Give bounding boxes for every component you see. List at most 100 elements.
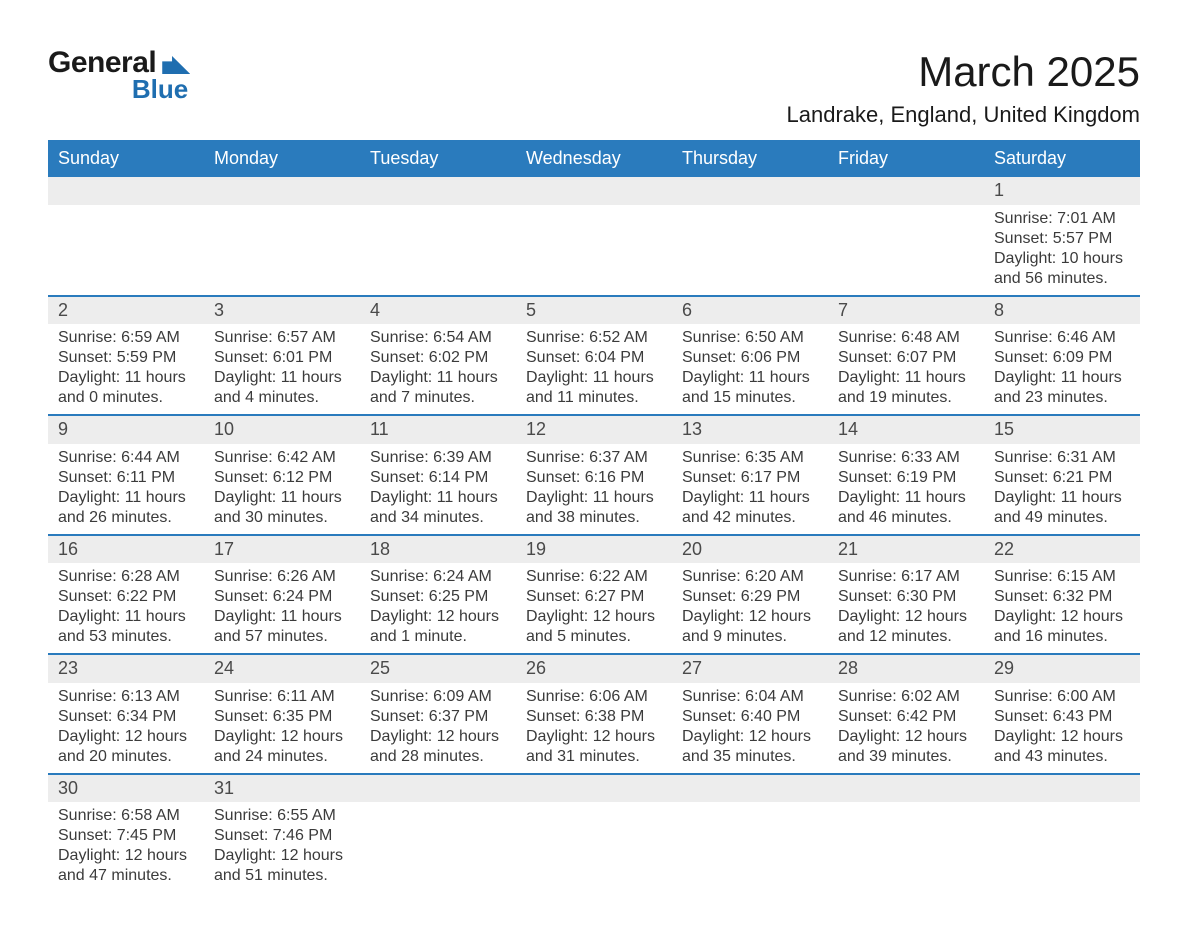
calendar-cell: 1Sunrise: 7:01 AMSunset: 5:57 PMDaylight… <box>984 176 1140 296</box>
calendar-row: 2Sunrise: 6:59 AMSunset: 5:59 PMDaylight… <box>48 296 1140 416</box>
day-body <box>672 205 828 215</box>
calendar-cell: 18Sunrise: 6:24 AMSunset: 6:25 PMDayligh… <box>360 535 516 655</box>
daylight-line: Daylight: 11 hours and 15 minutes. <box>682 368 818 408</box>
day-number: 27 <box>672 655 828 683</box>
calendar-cell: 27 Sunrise: 6:04 AMSunset: 6:40 PMDayligh… <box>672 654 828 774</box>
daylight-line: Daylight: 11 hours and 26 minutes. <box>58 488 194 528</box>
sunset-line: Sunset: 6:42 PM <box>838 707 974 727</box>
day-body: Sunrise: 6:39 AMSunset: 6:14 PMDaylight:… <box>360 444 516 534</box>
day-number: 19 <box>516 536 672 564</box>
calendar-cell: 16Sunrise: 6:28 AMSunset: 6:22 PMDayligh… <box>48 535 204 655</box>
sunrise-line: Sunrise: 6:50 AM <box>682 328 818 348</box>
sunrise-line: Sunrise: 6:46 AM <box>994 328 1130 348</box>
sunset-line: Sunset: 6:16 PM <box>526 468 662 488</box>
daylight-line: Daylight: 12 hours and 51 minutes. <box>214 846 350 886</box>
daylight-line: Daylight: 11 hours and 7 minutes. <box>370 368 506 408</box>
calendar-table: SundayMondayTuesdayWednesdayThursdayFrid… <box>48 140 1140 892</box>
calendar-cell: 13Sunrise: 6:35 AMSunset: 6:17 PMDayligh… <box>672 415 828 535</box>
sunrise-line: Sunrise: 6:04 AM <box>682 687 818 707</box>
sunset-line: Sunset: 7:45 PM <box>58 826 194 846</box>
day-number: 29 <box>984 655 1140 683</box>
day-body: Sunrise: 6:09 AMSunset: 6:37 PMDaylight:… <box>360 683 516 773</box>
day-number <box>48 177 204 205</box>
calendar-cell: 23Sunrise: 6:13 AMSunset: 6:34 PMDayligh… <box>48 654 204 774</box>
sunset-line: Sunset: 6:34 PM <box>58 707 194 727</box>
daylight-line: Daylight: 12 hours and 31 minutes. <box>526 727 662 767</box>
month-title: March 2025 <box>787 48 1140 96</box>
day-body <box>672 802 828 812</box>
daylight-line: Daylight: 11 hours and 57 minutes. <box>214 607 350 647</box>
daylight-line: Daylight: 12 hours and 12 minutes. <box>838 607 974 647</box>
daylight-line: Daylight: 11 hours and 19 minutes. <box>838 368 974 408</box>
sunset-line: Sunset: 6:32 PM <box>994 587 1130 607</box>
sunrise-line: Sunrise: 6:39 AM <box>370 448 506 468</box>
sunrise-line: Sunrise: 6:58 AM <box>58 806 194 826</box>
day-number: 25 <box>360 655 516 683</box>
sunrise-line: Sunrise: 6:48 AM <box>838 328 974 348</box>
calendar-cell <box>48 176 204 296</box>
day-body: Sunrise: 6:15 AMSunset: 6:32 PMDaylight:… <box>984 563 1140 653</box>
day-body: Sunrise: 6:46 AMSunset: 6:09 PMDaylight:… <box>984 324 1140 414</box>
day-number: 30 <box>48 775 204 803</box>
day-number: 8 <box>984 297 1140 325</box>
sunset-line: Sunset: 6:01 PM <box>214 348 350 368</box>
weekday-header: Wednesday <box>516 141 672 176</box>
day-body <box>204 205 360 215</box>
daylight-line: Daylight: 12 hours and 35 minutes. <box>682 727 818 767</box>
day-body: Sunrise: 6:54 AMSunset: 6:02 PMDaylight:… <box>360 324 516 414</box>
daylight-line: Daylight: 11 hours and 42 minutes. <box>682 488 818 528</box>
sunrise-line: Sunrise: 6:44 AM <box>58 448 194 468</box>
daylight-line: Daylight: 11 hours and 4 minutes. <box>214 368 350 408</box>
sunrise-line: Sunrise: 6:11 AM <box>214 687 350 707</box>
day-number <box>204 177 360 205</box>
day-body: Sunrise: 7:01 AMSunset: 5:57 PMDaylight:… <box>984 205 1140 295</box>
daylight-line: Daylight: 12 hours and 1 minute. <box>370 607 506 647</box>
sunrise-line: Sunrise: 6:55 AM <box>214 806 350 826</box>
daylight-line: Daylight: 11 hours and 38 minutes. <box>526 488 662 528</box>
calendar-cell <box>204 176 360 296</box>
day-body: Sunrise: 6:42 AMSunset: 6:12 PMDaylight:… <box>204 444 360 534</box>
weekday-header: Tuesday <box>360 141 516 176</box>
calendar-cell <box>828 774 984 893</box>
logo-mark-icon <box>162 56 190 74</box>
day-number: 5 <box>516 297 672 325</box>
daylight-line: Daylight: 12 hours and 43 minutes. <box>994 727 1130 767</box>
daylight-line: Daylight: 12 hours and 28 minutes. <box>370 727 506 767</box>
weekday-header-row: SundayMondayTuesdayWednesdayThursdayFrid… <box>48 141 1140 176</box>
calendar-cell: 2Sunrise: 6:59 AMSunset: 5:59 PMDaylight… <box>48 296 204 416</box>
day-body: Sunrise: 6:59 AMSunset: 5:59 PMDaylight:… <box>48 324 204 414</box>
day-number <box>516 775 672 803</box>
sunrise-line: Sunrise: 6:31 AM <box>994 448 1130 468</box>
sunset-line: Sunset: 6:37 PM <box>370 707 506 727</box>
daylight-line: Daylight: 11 hours and 30 minutes. <box>214 488 350 528</box>
day-body <box>828 205 984 215</box>
daylight-line: Daylight: 11 hours and 53 minutes. <box>58 607 194 647</box>
day-number: 11 <box>360 416 516 444</box>
sunset-line: Sunset: 6:21 PM <box>994 468 1130 488</box>
calendar-cell: 31Sunrise: 6:55 AMSunset: 7:46 PMDayligh… <box>204 774 360 893</box>
calendar-cell: 30Sunrise: 6:58 AMSunset: 7:45 PMDayligh… <box>48 774 204 893</box>
day-body <box>516 205 672 215</box>
sunset-line: Sunset: 6:30 PM <box>838 587 974 607</box>
sunset-line: Sunset: 6:35 PM <box>214 707 350 727</box>
sunset-line: Sunset: 6:12 PM <box>214 468 350 488</box>
calendar-cell <box>360 176 516 296</box>
daylight-line: Daylight: 11 hours and 34 minutes. <box>370 488 506 528</box>
sunset-line: Sunset: 6:17 PM <box>682 468 818 488</box>
sunrise-line: Sunrise: 6:59 AM <box>58 328 194 348</box>
daylight-line: Daylight: 12 hours and 9 minutes. <box>682 607 818 647</box>
day-number: 13 <box>672 416 828 444</box>
day-number <box>672 177 828 205</box>
calendar-cell: 3Sunrise: 6:57 AMSunset: 6:01 PMDaylight… <box>204 296 360 416</box>
calendar-cell: 29Sunrise: 6:00 AMSunset: 6:43 PMDayligh… <box>984 654 1140 774</box>
sunset-line: Sunset: 6:40 PM <box>682 707 818 727</box>
day-number: 7 <box>828 297 984 325</box>
day-number <box>672 775 828 803</box>
day-number: 24 <box>204 655 360 683</box>
day-number: 16 <box>48 536 204 564</box>
calendar-cell: 19Sunrise: 6:22 AMSunset: 6:27 PMDayligh… <box>516 535 672 655</box>
logo-word-blue: Blue <box>48 76 190 102</box>
day-number: 6 <box>672 297 828 325</box>
calendar-cell <box>516 176 672 296</box>
sunset-line: Sunset: 6:29 PM <box>682 587 818 607</box>
